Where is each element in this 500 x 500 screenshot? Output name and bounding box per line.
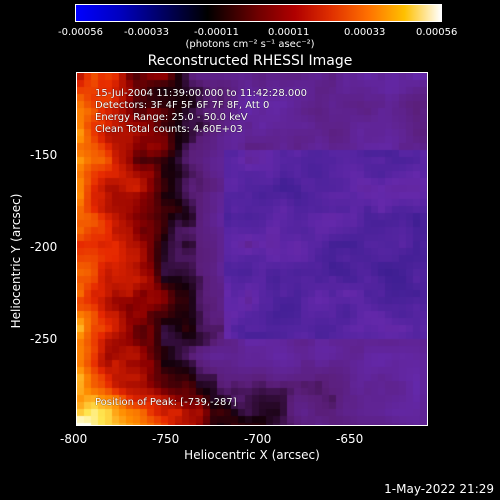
colorbar-tick: 0.00011 (268, 27, 310, 38)
colorbar (75, 4, 442, 22)
footer-date: 1-May-2022 21:29 (384, 482, 494, 496)
rhessi-image: 15-Jul-2004 11:39:00.000 to 11:42:28.000… (76, 72, 428, 426)
colorbar-tick: 0.00033 (344, 27, 386, 38)
x-tick: -650 (336, 432, 364, 446)
peak-position-label: Position of Peak: [-739,-287] (95, 397, 237, 408)
detectors-line: Detectors: 3F 4F 5F 6F 7F 8F, Att 0 (95, 100, 270, 111)
plot-title: Reconstructed RHESSI Image (147, 53, 353, 69)
x-tick: -700 (244, 432, 272, 446)
y-axis-label: Heliocentric Y (arcsec) (9, 193, 23, 329)
colorbar-tick: -0.00011 (194, 27, 239, 38)
energy-range-line: Energy Range: 25.0 - 50.0 keV (95, 112, 248, 123)
clean-counts-line: Clean Total counts: 4.60E+03 (95, 124, 243, 135)
colorbar-tick: 0.00056 (416, 27, 458, 38)
y-tick: -150 (30, 148, 58, 162)
y-tick: -250 (30, 332, 58, 346)
x-axis-label: Heliocentric X (arcsec) (184, 448, 320, 462)
colorbar-tick: -0.00056 (58, 27, 103, 38)
colorbar-tick: -0.00033 (124, 27, 169, 38)
time-range-line: 15-Jul-2004 11:39:00.000 to 11:42:28.000 (95, 88, 307, 99)
x-tick: -750 (152, 432, 180, 446)
heatmap-canvas (77, 73, 427, 425)
y-tick: -200 (30, 240, 58, 254)
colorbar-unit-label: (photons cm⁻² s⁻¹ asec⁻²) (185, 39, 315, 50)
x-tick: -800 (60, 432, 88, 446)
